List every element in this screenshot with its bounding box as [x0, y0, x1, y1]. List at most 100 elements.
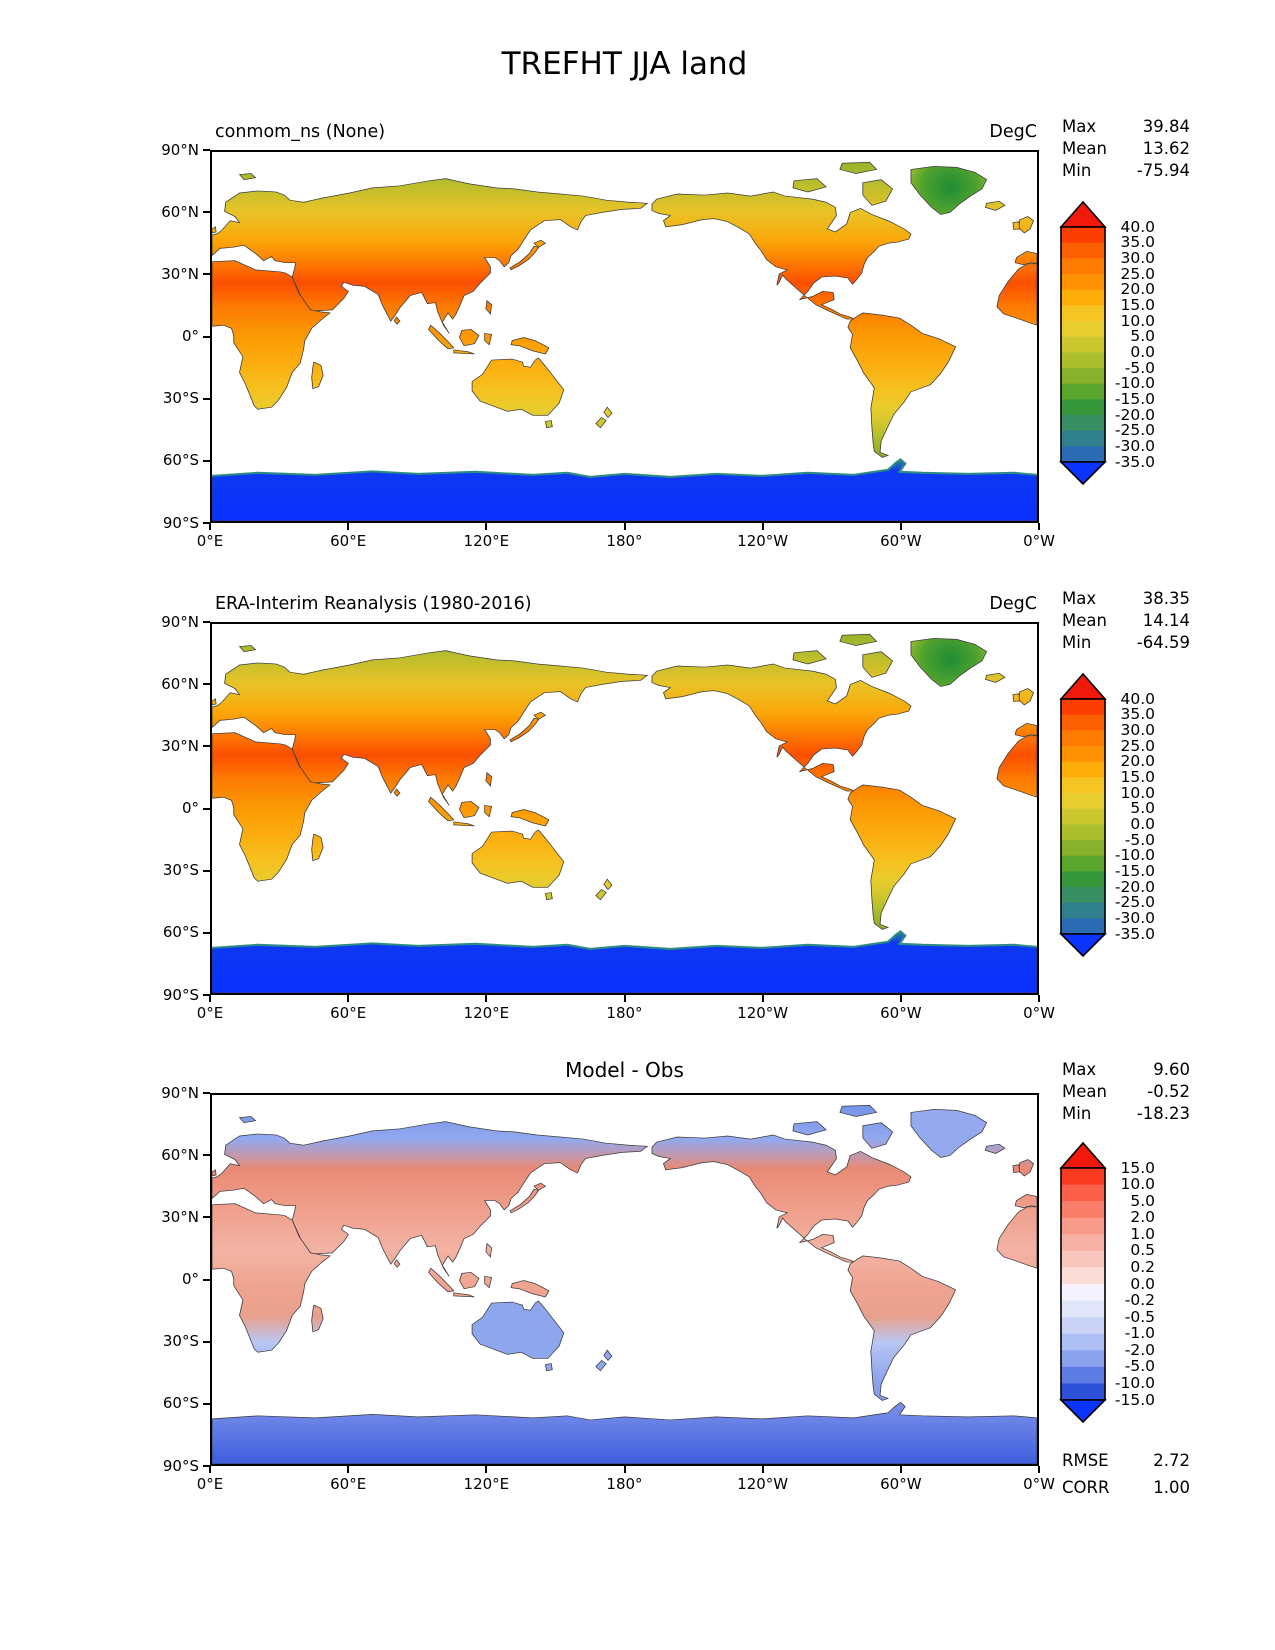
lat-tick-mark	[203, 683, 210, 686]
colorbar-tick-label: 15.0	[1120, 767, 1155, 786]
lon-tick-mark	[1038, 995, 1040, 1002]
colorbar-tick-label: -25.0	[1114, 893, 1155, 912]
lat-tick-mark	[203, 1092, 210, 1094]
stat-mean-value: -0.52	[1147, 1082, 1190, 1101]
lat-tick-label: 60°N	[161, 202, 199, 221]
stat-mean-label: Mean	[1062, 611, 1107, 630]
colorbar-tick-label: 0.0	[1130, 342, 1155, 361]
colorbar-tick-label: 20.0	[1120, 752, 1155, 771]
lat-tick-mark	[203, 1154, 210, 1157]
colorbar	[1059, 672, 1107, 958]
stat-mean: Mean -0.52	[1060, 1081, 1190, 1103]
stat-mean-label: Mean	[1062, 1082, 1107, 1101]
stat-min: Min -64.59	[1060, 632, 1190, 654]
stat-min-label: Min	[1062, 633, 1092, 652]
colorbar-tick-label: 5.0	[1130, 1191, 1155, 1210]
lon-tick-mark	[485, 1466, 488, 1473]
colorbar-tick-label: -10.0	[1114, 846, 1155, 865]
colorbar-tick-label: -15.0	[1114, 1390, 1155, 1409]
panel-reference: ERA-Interim Reanalysis (1980-2016) DegC …	[161, 589, 1190, 1022]
stat-min-value: -64.59	[1136, 633, 1190, 652]
lat-tick-label: 30°N	[161, 1207, 199, 1226]
stat-max: Max 38.35	[1060, 588, 1190, 610]
stat-max-value: 39.84	[1142, 117, 1190, 136]
lon-tick-label: 0°W	[1023, 1475, 1055, 1493]
colorbar-tick-label: 25.0	[1120, 264, 1155, 283]
units-label: DegC	[989, 594, 1037, 614]
colorbar-tick-label: 40.0	[1120, 217, 1155, 236]
stat-max-label: Max	[1062, 589, 1097, 608]
lon-tick-label: 120°E	[463, 1475, 510, 1493]
colorbar-tick-label: 30.0	[1120, 720, 1155, 739]
colorbar-tick-label: -1.0	[1124, 1324, 1155, 1343]
lat-tick-mark	[203, 745, 210, 748]
lon-tick-label: 0°E	[196, 1475, 224, 1493]
lon-tick-label: 0°W	[1023, 1004, 1055, 1022]
lat-tick-label: 0°	[181, 1270, 199, 1288]
colorbar-tick-label: -25.0	[1114, 421, 1155, 440]
lon-tick-label: 60°W	[880, 1004, 922, 1022]
stat-mean: Mean 14.14	[1060, 610, 1190, 632]
stat-min: Min -18.23	[1060, 1103, 1190, 1125]
lon-tick-mark	[899, 1466, 902, 1473]
lon-tick-mark	[209, 995, 211, 1002]
lat-tick-label: 60°N	[161, 1145, 199, 1164]
lat-tick-mark	[203, 459, 210, 462]
lon-tick-mark	[899, 995, 902, 1002]
lat-tick-label: 60°N	[161, 674, 199, 693]
lat-tick-mark	[203, 397, 210, 400]
colorbar-tick-label: 10.0	[1120, 1175, 1155, 1194]
lon-tick-mark	[761, 523, 764, 530]
stat-min-label: Min	[1062, 1104, 1092, 1123]
lon-tick-label: 60°W	[880, 1475, 922, 1493]
lat-tick-mark	[203, 1402, 210, 1405]
colorbar-tick-label: -10.0	[1114, 1373, 1155, 1392]
stat-mean-value: 14.14	[1142, 611, 1190, 630]
lon-tick-mark	[209, 523, 211, 530]
colorbar-tick-label: 5.0	[1130, 799, 1155, 818]
lon-tick-mark	[209, 1466, 211, 1473]
stat-corr-value: 1.00	[1153, 1478, 1190, 1497]
lon-tick-label: 180°	[606, 532, 643, 550]
lat-tick-mark	[203, 335, 210, 338]
stat-min-label: Min	[1062, 161, 1092, 180]
colorbar-tick-label: -20.0	[1114, 405, 1155, 424]
lat-tick-label: 90°N	[161, 612, 199, 631]
colorbar-tick-label: 15.0	[1120, 1158, 1155, 1177]
colorbar	[1059, 200, 1107, 486]
colorbar-tick-label: -0.2	[1124, 1291, 1155, 1310]
colorbar-tick-label: -0.5	[1124, 1307, 1155, 1326]
lat-tick-label: 30°S	[162, 389, 199, 408]
map-model	[210, 150, 1039, 523]
panel-title: conmom_ns (None)	[215, 122, 386, 142]
colorbar-tick-label: 0.0	[1130, 814, 1155, 833]
lat-tick-label: 60°S	[162, 923, 199, 942]
lon-tick-label: 60°E	[330, 1475, 367, 1493]
colorbar-tick-label: -10.0	[1114, 374, 1155, 393]
colorbar-tick-label: 5.0	[1130, 327, 1155, 346]
colorbar-tick-label: 20.0	[1120, 280, 1155, 299]
colorbar-tick-label: 35.0	[1120, 233, 1155, 252]
colorbar-tick-label: 0.0	[1130, 1274, 1155, 1293]
stat-mean-value: 13.62	[1142, 139, 1190, 158]
lat-tick-label: 60°S	[162, 451, 199, 470]
colorbar-tick-label: -2.0	[1124, 1340, 1155, 1359]
lat-tick-label: 0°	[181, 327, 199, 345]
colorbar-tick-label: -15.0	[1114, 389, 1155, 408]
panel-difference: Model - Obs Max 9.60 Mean -0.52 Min -18.23 …	[161, 1058, 1190, 1497]
figure-title: TREFHT JJA land	[501, 46, 748, 82]
lon-tick-mark	[485, 523, 488, 530]
lon-tick-label: 120°E	[463, 532, 510, 550]
lon-tick-mark	[623, 995, 626, 1002]
lat-tick-mark	[203, 149, 210, 151]
lat-tick-mark	[203, 1216, 210, 1219]
map-reference	[210, 622, 1039, 995]
lon-tick-label: 0°E	[196, 532, 224, 550]
stat-min-value: -75.94	[1136, 161, 1190, 180]
lon-tick-label: 0°W	[1023, 532, 1055, 550]
colorbar-tick-label: 2.0	[1130, 1208, 1155, 1227]
lon-tick-label: 180°	[606, 1475, 643, 1493]
colorbar-tick-label: 0.2	[1130, 1257, 1155, 1276]
lon-tick-mark	[761, 995, 764, 1002]
lon-tick-mark	[347, 995, 350, 1002]
